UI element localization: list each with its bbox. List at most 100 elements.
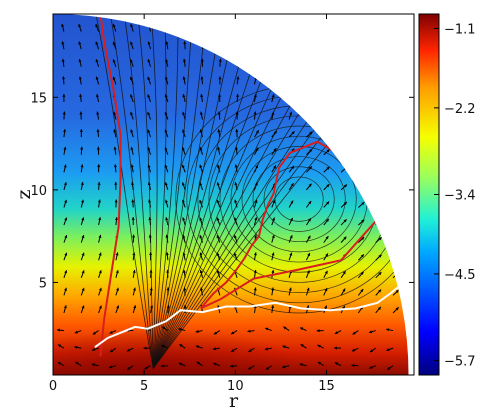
vector-arrow-head: [352, 348, 356, 352]
vector-arrow-head: [98, 270, 102, 274]
vector-arrow-head: [113, 129, 117, 133]
vector-arrow-head: [63, 182, 67, 186]
vector-arrow-head: [200, 58, 204, 62]
vector-arrow-head: [264, 347, 268, 351]
vector-arrow-head: [147, 129, 151, 133]
vector-arrow-head: [130, 76, 133, 80]
vector-arrow-head: [183, 287, 187, 291]
vector-arrow-head: [199, 111, 203, 115]
field-loop: [241, 146, 357, 253]
vector-arrow-head: [216, 164, 220, 168]
vector-arrow-head: [78, 58, 82, 63]
vector-arrow-head: [369, 349, 374, 353]
vector-arrow-head: [182, 269, 186, 273]
vector-arrow-head: [147, 164, 151, 168]
vector-arrow-head: [200, 76, 204, 80]
vector-arrow-head: [149, 287, 153, 291]
vector-arrow-head: [97, 199, 101, 203]
vector-arrow-head: [216, 235, 220, 239]
vector-arrow-head: [272, 200, 276, 204]
vector-arrow-head: [132, 234, 136, 238]
x-tick-label: 15: [318, 379, 335, 394]
field-line: [152, 14, 167, 369]
vector-arrow-head: [64, 287, 67, 291]
vector-arrow-head: [149, 269, 153, 273]
vector-arrow-head: [95, 24, 99, 28]
vector-arrow-head: [164, 129, 168, 133]
vector-arrow-head: [165, 199, 168, 203]
vector-arrow-head: [213, 362, 217, 366]
vector-arrow-head: [114, 199, 118, 203]
vector-arrow-head: [56, 328, 60, 332]
vector-arrow-head: [343, 201, 347, 205]
vector-arrow-head: [178, 327, 182, 331]
vector-arrow-head: [289, 252, 293, 256]
red-contour-line: [99, 14, 122, 357]
vector-arrow-head: [113, 146, 117, 150]
y-tick-label: 10: [30, 184, 47, 199]
vector-arrow-head: [131, 199, 135, 203]
plot-area: 0 5 10 15 5 10 15 r z: [13, 13, 415, 412]
vector-arrow-head: [352, 331, 356, 335]
vector-arrow-head: [78, 41, 82, 45]
vector-arrow-head: [98, 305, 102, 309]
vector-arrow-head: [81, 270, 85, 274]
field-line: [152, 14, 208, 369]
vector-arrow-head: [81, 235, 85, 239]
vector-arrow-head: [217, 146, 221, 150]
vector-arrow-head: [148, 199, 152, 203]
vector-arrow-head: [165, 41, 169, 45]
colorbar-tick-label: −4.5: [444, 268, 476, 283]
vector-arrow-head: [80, 164, 84, 168]
field-line: [94, 14, 154, 369]
vector-arrow-head: [149, 252, 153, 256]
vector-arrow-head: [133, 305, 137, 309]
vector-arrow-head: [248, 366, 252, 370]
vector-arrow-head: [131, 217, 135, 220]
vector-arrow-head: [62, 93, 66, 97]
vector-arrow-head: [200, 94, 204, 98]
white-contours: [94, 277, 409, 349]
vector-arrow-head: [79, 129, 83, 132]
vector-arrow-head: [114, 217, 118, 221]
vector-arrow-head: [64, 252, 68, 256]
vector-arrow-head: [216, 217, 220, 221]
vector-arrow-head: [306, 305, 310, 309]
vector-arrow-head: [316, 329, 320, 333]
vector-arrow-head: [182, 217, 186, 221]
field-line: [150, 14, 158, 369]
vector-arrow-head: [216, 182, 220, 186]
vector-arrow-head: [178, 362, 182, 366]
vector-arrow-head: [199, 147, 203, 151]
vector-arrow-head: [62, 111, 66, 115]
field-line: [152, 14, 224, 369]
vector-arrow-head: [130, 164, 134, 168]
vector-arrow-head: [255, 147, 259, 151]
vector-arrow-head: [247, 329, 251, 333]
vector-arrow-head: [164, 76, 168, 80]
vector-arrow-head: [360, 271, 364, 275]
vector-arrow-head: [81, 252, 85, 256]
vector-arrow-head: [126, 348, 131, 352]
field-loop: [274, 176, 324, 222]
colorbar: −1.1 −2.2 −3.4 −4.5 −5.7: [418, 13, 476, 376]
vector-arrow-head: [63, 129, 67, 133]
vector-arrow-head: [342, 271, 346, 275]
vector-arrow-head: [115, 252, 119, 256]
hot-core-region: [53, 328, 318, 375]
y-axis-label: z: [13, 189, 35, 199]
vector-arrow-head: [234, 164, 238, 168]
vector-arrow-head: [181, 164, 185, 168]
vector-arrow-head: [79, 111, 83, 115]
vector-arrow-head: [378, 237, 382, 241]
vector-arrow-head: [182, 129, 185, 133]
vector-arrow-head: [199, 199, 203, 204]
vector-arrow-head: [253, 111, 257, 115]
vector-arrow-head: [233, 252, 237, 256]
x-axis-label: r: [229, 390, 239, 412]
vector-arrow-head: [81, 217, 85, 221]
vector-arrow-head: [183, 41, 187, 45]
vector-arrow-head: [110, 349, 114, 353]
vector-arrow-head: [199, 252, 203, 256]
vector-arrow-head: [164, 94, 168, 98]
